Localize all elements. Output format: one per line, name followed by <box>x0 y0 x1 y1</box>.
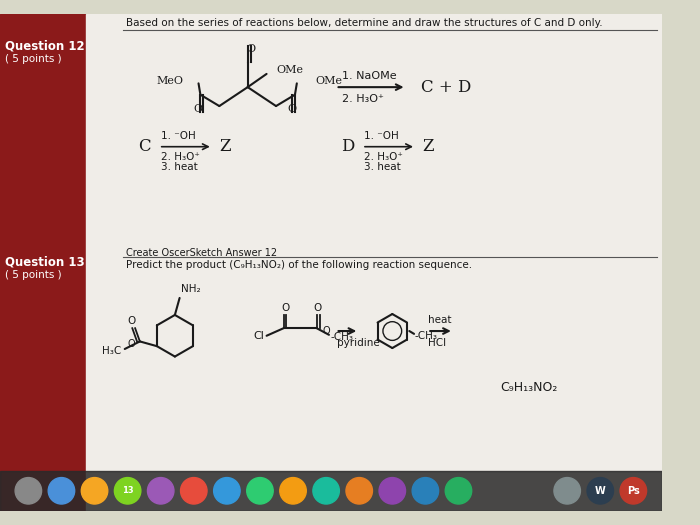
Text: ( 5 points ): ( 5 points ) <box>5 270 62 280</box>
Text: O: O <box>193 103 202 113</box>
Text: Based on the series of reactions below, determine and draw the structures of C a: Based on the series of reactions below, … <box>126 18 603 28</box>
Text: 1. NaOMe: 1. NaOMe <box>342 70 397 80</box>
Text: O: O <box>127 316 136 327</box>
Circle shape <box>587 478 613 504</box>
Text: heat: heat <box>428 316 452 326</box>
Circle shape <box>181 478 207 504</box>
Text: OMe: OMe <box>276 65 303 75</box>
Circle shape <box>313 478 340 504</box>
Text: C: C <box>139 138 151 155</box>
Circle shape <box>114 478 141 504</box>
Circle shape <box>214 478 240 504</box>
Text: O: O <box>281 303 290 313</box>
Text: O: O <box>314 303 322 313</box>
Circle shape <box>379 478 405 504</box>
Circle shape <box>246 478 273 504</box>
Text: Create OscerSketch Answer 12: Create OscerSketch Answer 12 <box>126 248 277 258</box>
Text: 1. ⁻OH: 1. ⁻OH <box>161 131 195 141</box>
Text: 2. H₃O⁺: 2. H₃O⁺ <box>161 152 199 162</box>
Text: pyridine: pyridine <box>337 338 380 348</box>
Text: D: D <box>341 138 355 155</box>
Text: W: W <box>595 486 606 496</box>
Circle shape <box>346 478 372 504</box>
Text: O: O <box>246 44 255 54</box>
Text: Cl: Cl <box>254 331 265 341</box>
Bar <box>86 14 662 511</box>
Text: -CH₃: -CH₃ <box>414 331 437 341</box>
Text: Question 12: Question 12 <box>5 40 85 53</box>
Text: O: O <box>127 339 135 349</box>
Text: Z: Z <box>219 138 231 155</box>
Circle shape <box>445 478 472 504</box>
Circle shape <box>280 478 307 504</box>
Circle shape <box>48 478 75 504</box>
Text: Ps: Ps <box>627 486 640 496</box>
Circle shape <box>81 478 108 504</box>
Text: O: O <box>322 326 330 336</box>
Circle shape <box>15 478 41 504</box>
Text: OMe: OMe <box>316 77 343 87</box>
Circle shape <box>148 478 174 504</box>
Text: NH₂: NH₂ <box>181 284 201 294</box>
Text: Predict the product (C₉H₁₃NO₂) of the following reaction sequence.: Predict the product (C₉H₁₃NO₂) of the fo… <box>126 260 472 270</box>
Text: ( 5 points ): ( 5 points ) <box>5 54 62 64</box>
Text: 2. H₃O⁺: 2. H₃O⁺ <box>342 94 384 104</box>
Text: HCl: HCl <box>428 338 447 348</box>
Text: H₃C: H₃C <box>102 346 121 356</box>
Text: 13: 13 <box>122 486 134 495</box>
Text: 3. heat: 3. heat <box>364 162 400 172</box>
Circle shape <box>620 478 647 504</box>
Text: C + D: C + D <box>421 79 471 96</box>
Text: C₉H₁₃NO₂: C₉H₁₃NO₂ <box>500 381 558 394</box>
Text: Z: Z <box>423 138 434 155</box>
Text: -CH₃: -CH₃ <box>331 332 354 342</box>
Text: 2. H₃O⁺: 2. H₃O⁺ <box>364 152 402 162</box>
Text: 3. heat: 3. heat <box>161 162 197 172</box>
Text: O: O <box>288 103 297 113</box>
Text: MeO: MeO <box>156 77 183 87</box>
Text: Question 13: Question 13 <box>5 255 85 268</box>
Text: 1. ⁻OH: 1. ⁻OH <box>364 131 399 141</box>
Circle shape <box>412 478 439 504</box>
Bar <box>0 14 86 511</box>
Circle shape <box>554 478 580 504</box>
Bar <box>0 471 662 511</box>
